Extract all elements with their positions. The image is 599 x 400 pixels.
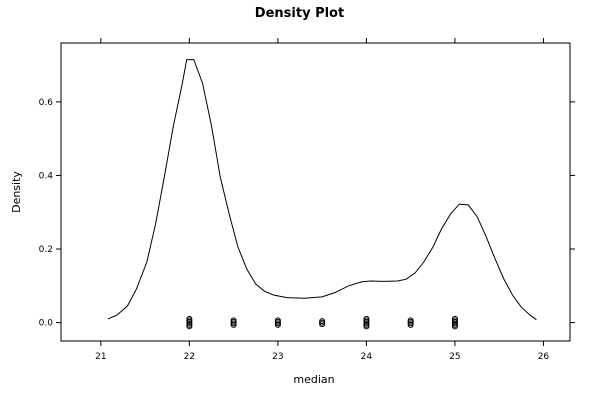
x-tick-label: 25: [449, 352, 460, 362]
rug-point: [230, 321, 237, 328]
y-tick-label: 0.6: [39, 98, 54, 108]
rug-points: [186, 315, 458, 330]
x-tick-label: 24: [361, 352, 373, 362]
x-tick-label: 21: [95, 352, 106, 362]
x-tick-label: 26: [538, 352, 550, 362]
x-axis: 21 22 23 24 25 26: [95, 38, 549, 362]
y-axis-label: Density: [10, 171, 23, 213]
y-axis: 0.0 0.2 0.4 0.6: [39, 98, 575, 329]
rug-point: [319, 321, 326, 328]
y-tick-label: 0.4: [39, 171, 54, 181]
rug-point: [363, 323, 370, 330]
rug-point: [451, 323, 458, 330]
x-axis-label: median: [293, 373, 334, 386]
rug-point: [407, 321, 414, 328]
rug-point: [186, 323, 193, 330]
x-tick-label: 23: [272, 352, 283, 362]
y-tick-label: 0.2: [39, 245, 53, 255]
rug-point: [274, 321, 281, 328]
plot-frame: [60, 42, 571, 342]
density-curve: [107, 59, 537, 321]
chart-title: Density Plot: [255, 6, 344, 21]
x-tick-label: 22: [184, 352, 195, 362]
y-tick-label: 0.0: [39, 319, 54, 329]
